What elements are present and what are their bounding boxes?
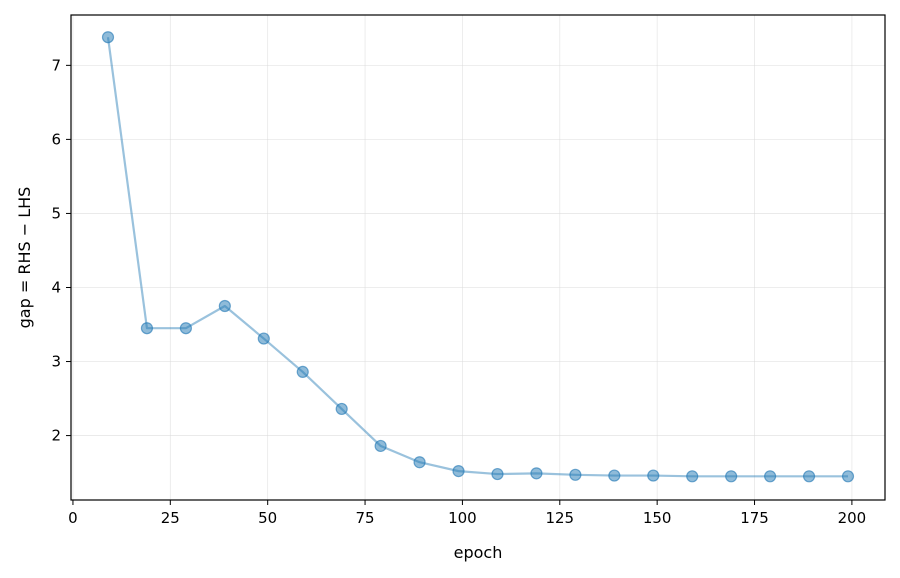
data-point xyxy=(686,470,699,483)
x-tick-label: 175 xyxy=(740,509,769,527)
grid xyxy=(71,15,885,500)
data-point xyxy=(257,332,270,345)
x-tick-label: 150 xyxy=(643,509,672,527)
y-tick-label: 5 xyxy=(51,204,61,222)
x-tick-label: 125 xyxy=(545,509,574,527)
x-tick-label: 200 xyxy=(838,509,867,527)
x-tick-label: 75 xyxy=(356,509,375,527)
data-point xyxy=(335,402,348,416)
data-point xyxy=(764,470,777,483)
data-point xyxy=(179,322,192,335)
data-point xyxy=(569,468,582,481)
x-tick-label: 100 xyxy=(448,509,477,527)
data-point xyxy=(647,469,660,482)
data-point xyxy=(530,467,543,480)
data-point xyxy=(802,470,816,483)
data-point xyxy=(608,469,621,482)
data-point xyxy=(140,322,154,335)
y-tick-label: 4 xyxy=(51,278,61,296)
y-tick-label: 7 xyxy=(51,56,61,74)
x-axis-label: epoch xyxy=(454,543,503,562)
series-layer xyxy=(101,31,855,483)
data-point xyxy=(725,470,738,483)
data-point xyxy=(413,456,426,469)
plot-frame xyxy=(70,14,886,501)
data-point xyxy=(491,467,504,481)
y-tick-label: 3 xyxy=(51,353,61,371)
data-point xyxy=(841,470,855,483)
data-point xyxy=(218,299,231,313)
y-axis-label: gap = RHS − LHS xyxy=(15,187,34,329)
y-tick-label: 2 xyxy=(51,427,61,445)
x-tick-label: 0 xyxy=(68,509,78,527)
x-tick-label: 50 xyxy=(258,509,277,527)
data-point xyxy=(101,31,115,44)
y-tick-label: 6 xyxy=(51,130,61,148)
x-tick-label: 25 xyxy=(161,509,180,527)
series-line xyxy=(106,37,848,478)
data-point xyxy=(296,365,309,379)
data-point xyxy=(374,439,387,453)
y-axis: 2 3 4 5 6 7 xyxy=(51,56,71,445)
x-axis: 0 25 50 75 100 125 150 175 200 xyxy=(68,500,866,527)
data-point xyxy=(452,465,465,478)
